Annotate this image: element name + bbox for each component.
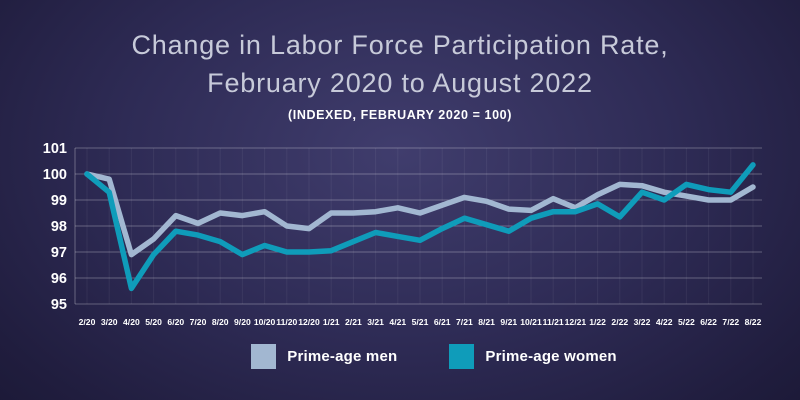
svg-text:1/21: 1/21 [323, 317, 340, 327]
svg-text:9/21: 9/21 [500, 317, 517, 327]
svg-text:95: 95 [51, 297, 67, 313]
svg-text:6/21: 6/21 [434, 317, 451, 327]
svg-text:5/20: 5/20 [145, 317, 162, 327]
svg-text:12/20: 12/20 [298, 317, 320, 327]
legend-item-men: Prime-age men [251, 344, 397, 369]
men-series-swatch-icon [251, 344, 277, 369]
chart-subtitle: (INDEXED, FEBRUARY 2020 = 100) [288, 108, 512, 122]
legend: Prime-age men Prime-age women [0, 344, 800, 369]
svg-text:12/21: 12/21 [565, 317, 587, 327]
svg-text:96: 96 [51, 271, 67, 287]
svg-text:8/22: 8/22 [745, 317, 762, 327]
svg-text:7/20: 7/20 [190, 317, 207, 327]
svg-text:11/20: 11/20 [276, 317, 297, 327]
legend-label-men: Prime-age men [287, 348, 398, 365]
svg-text:3/20: 3/20 [101, 317, 118, 327]
svg-text:3/22: 3/22 [634, 317, 651, 327]
svg-text:6/22: 6/22 [700, 317, 717, 327]
svg-text:6/20: 6/20 [167, 317, 184, 327]
svg-text:98: 98 [51, 219, 67, 235]
svg-text:100: 100 [43, 167, 67, 183]
svg-text:2/20: 2/20 [79, 317, 96, 327]
svg-text:5/22: 5/22 [678, 317, 695, 327]
chart-title-line2: February 2020 to August 2022 [207, 68, 593, 98]
svg-text:3/21: 3/21 [367, 317, 384, 327]
legend-label-women: Prime-age women [485, 348, 617, 365]
plot-area: 101 100 99 98 97 96 95 2/20 3/20 4/20 5/20 6/20 7/20… [0, 140, 800, 340]
legend-item-women: Prime-age women [449, 344, 617, 369]
svg-text:8/21: 8/21 [478, 317, 495, 327]
svg-text:10/21: 10/21 [520, 317, 542, 327]
svg-text:1/22: 1/22 [589, 317, 606, 327]
svg-text:4/20: 4/20 [123, 317, 140, 327]
line-chart: 101 100 99 98 97 96 95 2/20 3/20 4/20 5/20 6/20 7/20… [43, 141, 762, 327]
svg-text:4/21: 4/21 [389, 317, 406, 327]
chart-header: Change in Labor Force Participation Rate… [0, 26, 800, 122]
svg-text:7/22: 7/22 [722, 317, 739, 327]
women-series-swatch-icon [449, 344, 475, 369]
svg-text:2/22: 2/22 [611, 317, 628, 327]
svg-text:7/21: 7/21 [456, 317, 473, 327]
svg-text:99: 99 [51, 193, 67, 209]
svg-text:4/22: 4/22 [656, 317, 673, 327]
svg-text:2/21: 2/21 [345, 317, 362, 327]
svg-text:5/21: 5/21 [412, 317, 429, 327]
svg-text:9/20: 9/20 [234, 317, 251, 327]
svg-text:11/21: 11/21 [543, 317, 564, 327]
svg-text:10/20: 10/20 [254, 317, 276, 327]
svg-text:97: 97 [51, 245, 67, 261]
svg-text:101: 101 [43, 141, 67, 157]
chart-title-line1: Change in Labor Force Participation Rate… [131, 30, 669, 60]
svg-text:8/20: 8/20 [212, 317, 229, 327]
